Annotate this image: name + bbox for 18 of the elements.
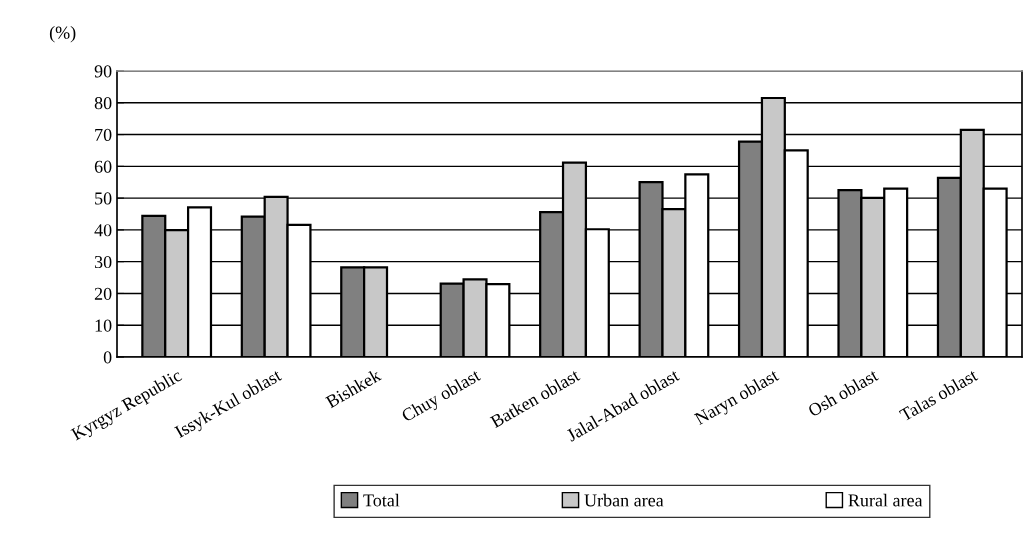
y-tick-label: 90 <box>94 65 112 78</box>
y-tick-label: 0 <box>103 351 112 364</box>
x-tick-label: Talas oblast <box>898 368 979 422</box>
x-tick-label: Osh oblast <box>807 368 880 418</box>
legend-label: Rural area <box>848 493 923 507</box>
legend-label: Urban area <box>584 493 664 507</box>
y-tick-label: 20 <box>94 287 112 300</box>
y-tick-label: 30 <box>94 255 112 269</box>
y-tick-label: 40 <box>94 224 112 237</box>
y-tick-label: 50 <box>95 192 112 205</box>
y-tick-label: 60 <box>94 160 112 173</box>
legend-label: Total <box>363 493 400 507</box>
y-tick-label: 70 <box>95 128 112 141</box>
x-tick-label: Chuy oblast <box>400 368 484 426</box>
y-tick-label: 10 <box>95 319 112 332</box>
y-tick-label: 80 <box>94 97 112 110</box>
y-axis-title: (%) <box>49 26 76 43</box>
x-tick-label: Naryn oblast <box>693 368 782 429</box>
